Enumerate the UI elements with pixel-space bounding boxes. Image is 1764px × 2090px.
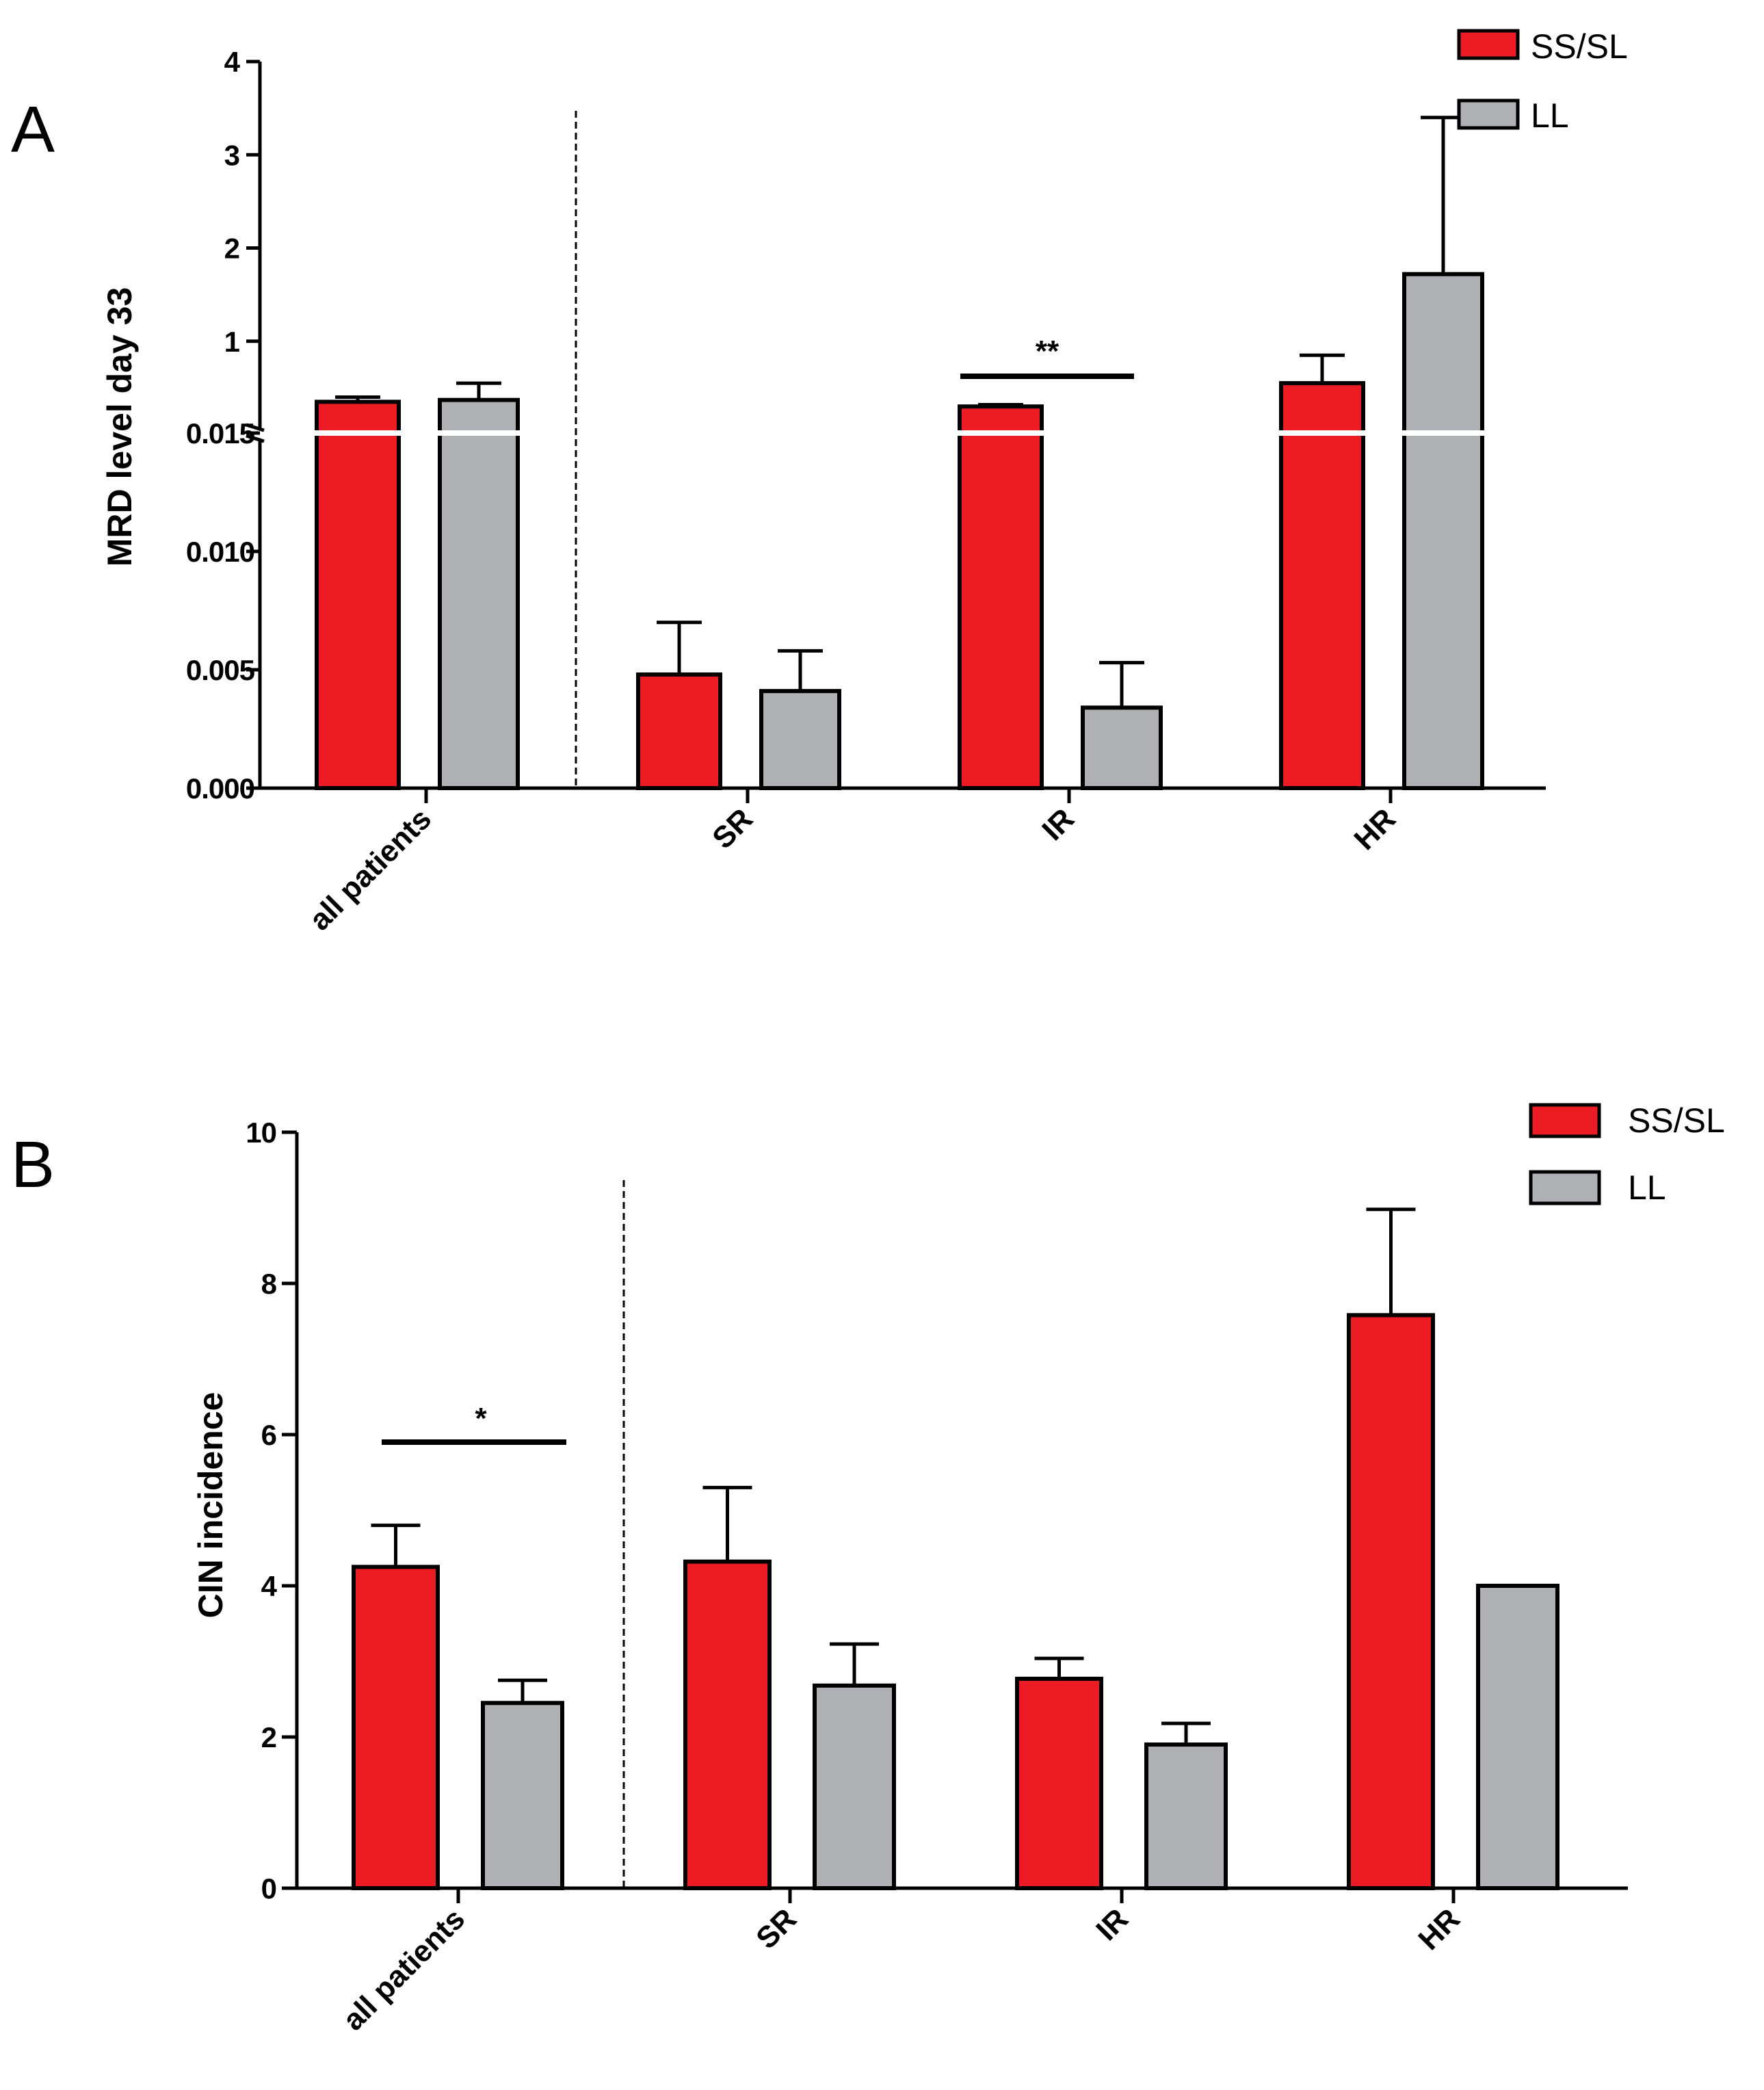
legend-label-ll: LL [1531,96,1569,135]
legend: SS/SL LL [1529,1101,1725,1207]
significance-label: ** [1036,335,1059,368]
legend-swatch-ss-sl [1457,29,1520,60]
y-tick-label: 10 [246,1116,276,1149]
x-tick-label-1: SR [706,802,759,855]
significance-bracket: * [382,1402,566,1445]
y-tick-label: 6 [261,1419,276,1451]
y-axis-label: CIN incidence [192,1392,230,1619]
legend-label-ss-sl: SS/SL [1531,27,1628,66]
y-tick-label: 0.015 [186,417,255,449]
significance-bracket: ** [960,335,1134,379]
panel-b: B all patients SR IR HR 0 2 4 6 8 10 CIN incidenc… [11,1101,1725,2037]
bar-ll-2 [1144,1742,1228,1891]
bar-ss-sl-2 [1015,1676,1103,1891]
bar-ss-sl-2 [958,404,1044,790]
x-tick-label-3: HR [1412,1902,1466,1957]
axis-break-mark [246,434,265,443]
legend-label-ss-sl: SS/SL [1628,1101,1725,1140]
x-tick-label-1: SR [750,1902,803,1955]
panel-b-bars [352,1207,1559,1891]
legend-swatch-ll [1529,1170,1601,1205]
y-tick-label: 2 [261,1721,276,1753]
y-tick-label: 3 [224,139,239,171]
bar-ll-0 [438,397,520,790]
y-tick-label: 2 [224,233,239,265]
y-tick-label: 0 [261,1872,276,1905]
bar-ss-sl-0 [352,1565,440,1890]
y-tick-label: 1 [224,326,240,358]
x-tick-label-2: IR [1090,1902,1135,1947]
legend-swatch-ss-sl [1529,1103,1601,1138]
panel-a: A all patients SR IR HR 0.000 0.005 0.010 0.015… [11,27,1628,937]
x-tick-label-2: IR [1036,802,1081,847]
bar-ll-1 [759,689,841,791]
bar-ll-3 [1402,272,1484,790]
x-tick-label-0: all patients [337,1902,471,2037]
bar-ll-1 [813,1683,896,1891]
y-tick-label: 0.010 [186,536,254,568]
panel-label-b: B [11,1128,55,1201]
bar-ss-sl-1 [636,672,722,790]
x-tick-label-0: all patients [303,802,438,937]
bar-ss-sl-3 [1347,1313,1435,1891]
legend-swatch-ll [1457,99,1520,130]
y-tick-label: 0.005 [186,654,255,686]
bar-ss-sl-3 [1279,381,1365,790]
y-tick-label: 4 [261,1570,278,1602]
panel-a-bars [315,116,1484,791]
y-tick-label: 8 [261,1268,277,1300]
y-tick-label: 0.000 [186,772,254,805]
legend-label-ll: LL [1628,1168,1666,1207]
bar-ll-0 [481,1701,564,1890]
significance-label: * [475,1402,487,1435]
x-tick-label-3: HR [1347,802,1402,857]
bar-ll-2 [1081,705,1163,790]
bar-ll-3 [1476,1584,1559,1890]
legend: SS/SL LL [1457,27,1628,135]
bar-ss-sl-0 [315,400,401,790]
axis-break-mark [246,423,265,432]
bar-ss-sl-1 [683,1559,772,1890]
y-axis-label: MRD level day 33 [101,287,139,567]
y-tick-label: 4 [224,46,241,78]
axis-break-line [260,430,1546,436]
panel-label-a: A [11,93,55,166]
